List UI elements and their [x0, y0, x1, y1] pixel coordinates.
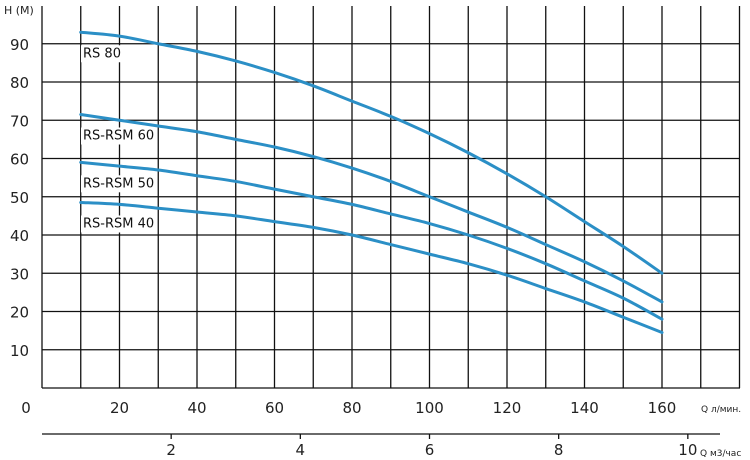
series-line-3	[79, 200, 664, 335]
x-tick-label: 40	[187, 399, 206, 417]
series-label-background	[81, 127, 157, 145]
secondary-tick-label: 2	[166, 441, 176, 459]
series-line-0	[79, 30, 664, 275]
series-label-background	[81, 215, 157, 233]
y-tick-label: 70	[10, 112, 29, 130]
x-tick-label: 80	[342, 399, 361, 417]
x-tick-label: 140	[570, 399, 599, 417]
y-tick-label: 90	[10, 36, 29, 54]
x-tick-label: 20	[110, 399, 129, 417]
grid	[41, 6, 741, 439]
secondary-axis-title: Q м3/час	[700, 449, 741, 459]
series-line-2	[79, 160, 664, 321]
y-tick-label: 10	[10, 342, 29, 360]
x-tick-label: 120	[493, 399, 522, 417]
secondary-tick-label: 10	[678, 441, 697, 459]
x-tick-label: 0	[21, 399, 31, 417]
series-label-0: RS 80	[83, 46, 121, 61]
secondary-tick-label: 8	[554, 441, 564, 459]
y-tick-label: 50	[10, 189, 29, 207]
x-tick-label: 60	[265, 399, 284, 417]
y-tick-label: 20	[10, 304, 29, 322]
series-line-1	[79, 113, 664, 304]
series-label-background	[81, 175, 157, 193]
series-label-3: RS-RSM 40	[83, 216, 154, 231]
y-tick-label: 60	[10, 151, 29, 169]
series-label-background	[81, 45, 123, 63]
x-tick-label: 160	[648, 399, 677, 417]
labels: 10 20 30 40 50 60 70 80 90 H (M) 0 20 40 60 80 100 120 14…	[4, 4, 741, 459]
x-axis-title: Q л/мин.	[701, 405, 741, 415]
series-label-2: RS-RSM 50	[83, 176, 154, 191]
series-label-1: RS-RSM 60	[83, 129, 154, 144]
secondary-tick-label: 4	[296, 441, 306, 459]
secondary-tick-label: 6	[425, 441, 435, 459]
y-tick-label: 40	[10, 227, 29, 245]
curves	[79, 30, 664, 335]
x-tick-label: 100	[415, 399, 444, 417]
y-tick-label: 80	[10, 74, 29, 92]
y-axis-title: H (M)	[4, 4, 34, 17]
y-tick-label: 30	[10, 265, 29, 283]
